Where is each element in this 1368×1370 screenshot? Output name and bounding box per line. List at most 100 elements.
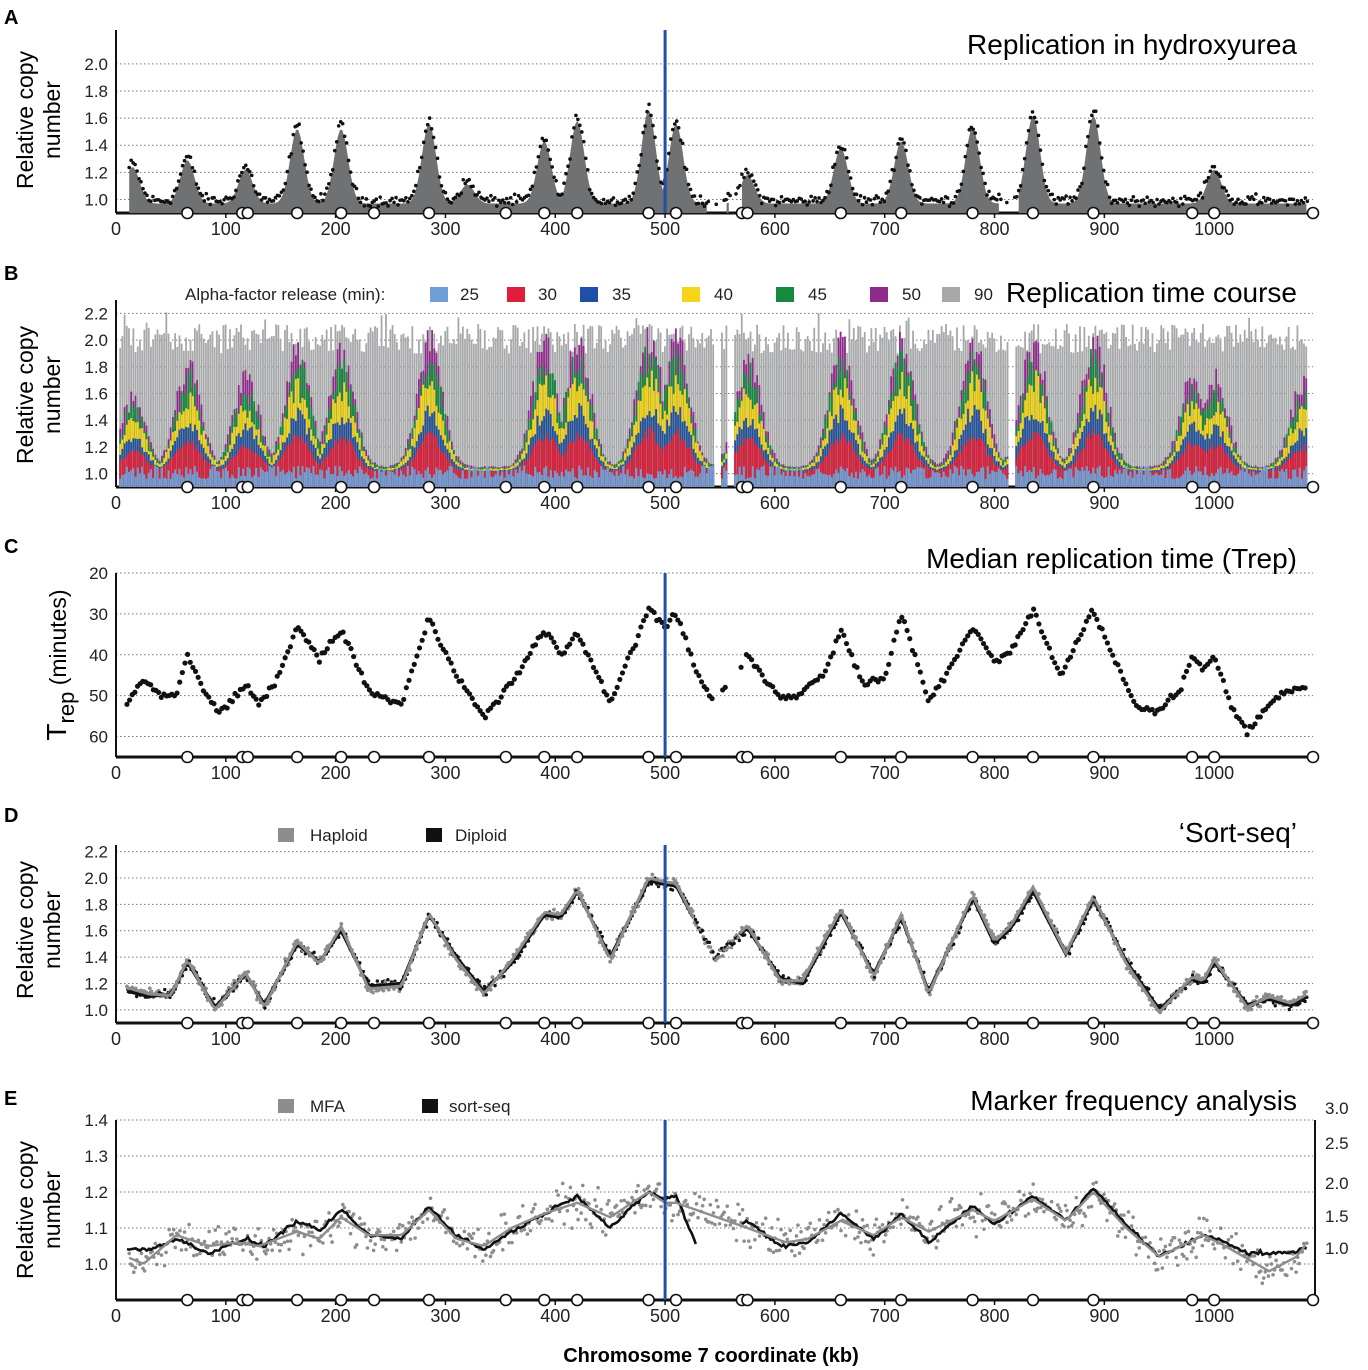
panel-a-data-point [684, 167, 689, 172]
panel-b-bar-25min [415, 474, 418, 487]
panel-b-bar-25min [1076, 469, 1079, 487]
panel-a-data-point [1175, 200, 1179, 205]
panel-b-bar-25min [1206, 475, 1209, 487]
panel-b-bar-30min [338, 436, 341, 487]
panel-b-bar-30min [549, 440, 552, 487]
panel-b-bar-90min [1006, 341, 1009, 487]
panel-b-bar-90min [363, 351, 365, 487]
panel-b-bar-30min [220, 468, 223, 487]
panel-b-bar-25min [538, 471, 541, 487]
panel-a-data-point [299, 141, 303, 145]
panel-b-bar-25min [1254, 474, 1257, 487]
panel-a-data-point [963, 154, 968, 159]
origin-marker [642, 480, 655, 494]
panel-c-trep-point [553, 644, 560, 650]
panel-b-bar-25min [444, 472, 447, 487]
panel-b-bar-90min [367, 332, 370, 487]
panel-a-data-point [744, 167, 748, 172]
panel-b-bar-25min [152, 477, 155, 487]
panel-b-legend-label-25: 25 [460, 285, 479, 304]
panel-b-bar-90min [624, 345, 627, 487]
panel-b-bar-30min [1035, 433, 1037, 487]
panel-b-xtick-label: 200 [321, 493, 351, 513]
panel-b-bar-25min [642, 477, 644, 487]
panel-b-bar-25min [945, 475, 947, 487]
panel-b-bar-25min [558, 476, 561, 487]
panel-b-bar-25min [609, 471, 611, 487]
panel-b-bar-25min [1298, 467, 1301, 487]
panel-b-bar-30min [650, 427, 653, 487]
panel-b-bar-30min [409, 461, 412, 487]
panel-b-bar-25min [734, 474, 737, 487]
panel-b-bar-25min [215, 471, 218, 487]
panel-d-axes: 1.01.21.41.61.82.02.20 100 200 300 400 500 600… [84, 843, 1313, 1049]
panel-a-data-point [317, 199, 321, 204]
panel-b-bar-90min [494, 338, 497, 487]
panel-b-bar-25min [178, 468, 181, 487]
panel-b-bar-30min [257, 456, 260, 487]
panel-c-trep-point [148, 682, 154, 688]
panel-b-bar-25min [347, 470, 350, 487]
panel-b-bar-25min [284, 473, 286, 487]
origin-marker [741, 206, 754, 220]
panel-a-ytick: 1.4 [84, 136, 108, 155]
panel-b-bar-30min [1197, 445, 1200, 487]
panel-b-bar-90min [1120, 324, 1123, 487]
panel-b-bar-25min [1219, 466, 1222, 487]
panel-c-trep-point [667, 617, 673, 623]
panel-c-trep-point [329, 638, 336, 644]
panel-a-data-point [417, 165, 422, 170]
panel-b-bar-30min [420, 443, 422, 487]
panel-c-trep-point [1078, 632, 1084, 638]
origin-marker [181, 206, 194, 220]
panel-c-trep-point [793, 695, 800, 701]
panel-b-bar-90min [457, 317, 460, 487]
panel-b-bar-25min [1070, 468, 1073, 487]
panel-b-bar-25min [288, 470, 291, 487]
panel-b-bar-25min [1162, 469, 1165, 487]
panel-a-data-point [536, 154, 541, 159]
panel-b-bar-25min [163, 477, 166, 487]
panel-c-trep-point [1162, 702, 1169, 708]
panel-b-bar-30min [892, 446, 895, 487]
panel-b-bar-25min [587, 467, 589, 487]
panel-b-bar-90min [1235, 324, 1237, 487]
panel-b-bar-25min [1285, 468, 1288, 487]
panel-b-bar-25min [1265, 467, 1268, 487]
panel-c-trep-point [422, 630, 428, 636]
panel-c-trep-point [585, 652, 591, 658]
panel-a-data-point [453, 195, 458, 200]
panel-b-bar-25min [1068, 468, 1070, 487]
panel-b-bar-25min [1112, 476, 1114, 487]
panel-b-bar-30min [424, 433, 427, 487]
panel-a-xtick-label: 0 [111, 219, 121, 239]
panel-b-bar-90min [481, 348, 484, 487]
panel-b-bar-25min [1287, 478, 1290, 487]
panel-b-bar-25min [492, 476, 495, 487]
panel-c-trep-point [1257, 714, 1263, 720]
panel-b-bar-90min [778, 333, 780, 487]
panel-b-bar-90min [158, 334, 161, 487]
panel-b-bar-30min [303, 443, 306, 487]
panel-b-bar-30min [857, 455, 860, 487]
panel-a-data-point [827, 190, 831, 195]
panel-a-data-point [1262, 195, 1266, 200]
panel-a-data-point [336, 124, 341, 128]
panel-b-bar-30min [288, 445, 291, 487]
panel-a-data-point [1105, 182, 1110, 187]
panel-b-bar-30min [685, 447, 688, 487]
panel-c-trep-point [1020, 627, 1026, 633]
panel-b-bar-30min [756, 445, 759, 487]
panel-b-bar-30min [1021, 446, 1024, 487]
panel-b-bar-25min [613, 475, 616, 487]
panel-b-bar-30min [839, 439, 842, 487]
panel-b-bar-25min [666, 477, 668, 487]
panel-b-bar-25min [290, 472, 293, 487]
panel-c-trep-point [691, 662, 697, 668]
panel-b-bar-90min [204, 342, 207, 487]
panel-c-xtick-label: 100 [211, 763, 241, 783]
panel-a-data-point [220, 201, 224, 206]
panel-a-data-point [623, 197, 628, 202]
panel-a-data-point [1099, 156, 1104, 160]
panel-b-bar-90min [527, 329, 530, 487]
